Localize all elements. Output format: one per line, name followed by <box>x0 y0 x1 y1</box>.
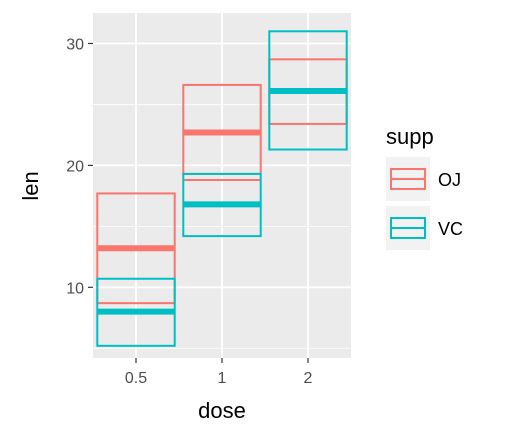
y-tick-label: 30 <box>66 36 84 53</box>
legend-key-vc <box>386 206 430 250</box>
crossbar-oj-0.5 <box>96 192 176 305</box>
x-axis-title: dose <box>198 398 246 423</box>
legend-label-vc: VC <box>438 219 463 239</box>
crossbar-vc-1 <box>182 172 262 238</box>
x-tick-label: 1 <box>218 370 227 387</box>
crossbar-vc-0.5 <box>96 277 176 347</box>
y-axis-title: len <box>18 171 43 200</box>
crossbar-vc-2 <box>268 30 348 151</box>
legend: supp OJ VC <box>386 124 463 250</box>
grid-lines <box>93 13 351 358</box>
crossbar-layer <box>96 30 348 347</box>
x-tick-label: 0.5 <box>125 370 147 387</box>
legend-label-oj: OJ <box>438 170 461 190</box>
x-tick-label: 2 <box>304 370 313 387</box>
y-tick-label: 20 <box>66 158 84 175</box>
x-axis: 0.5 1 2 <box>125 358 313 387</box>
legend-key-oj <box>386 157 430 201</box>
y-axis: 10 20 30 <box>66 36 93 297</box>
y-tick-label: 10 <box>66 280 84 297</box>
legend-title: supp <box>386 124 434 149</box>
